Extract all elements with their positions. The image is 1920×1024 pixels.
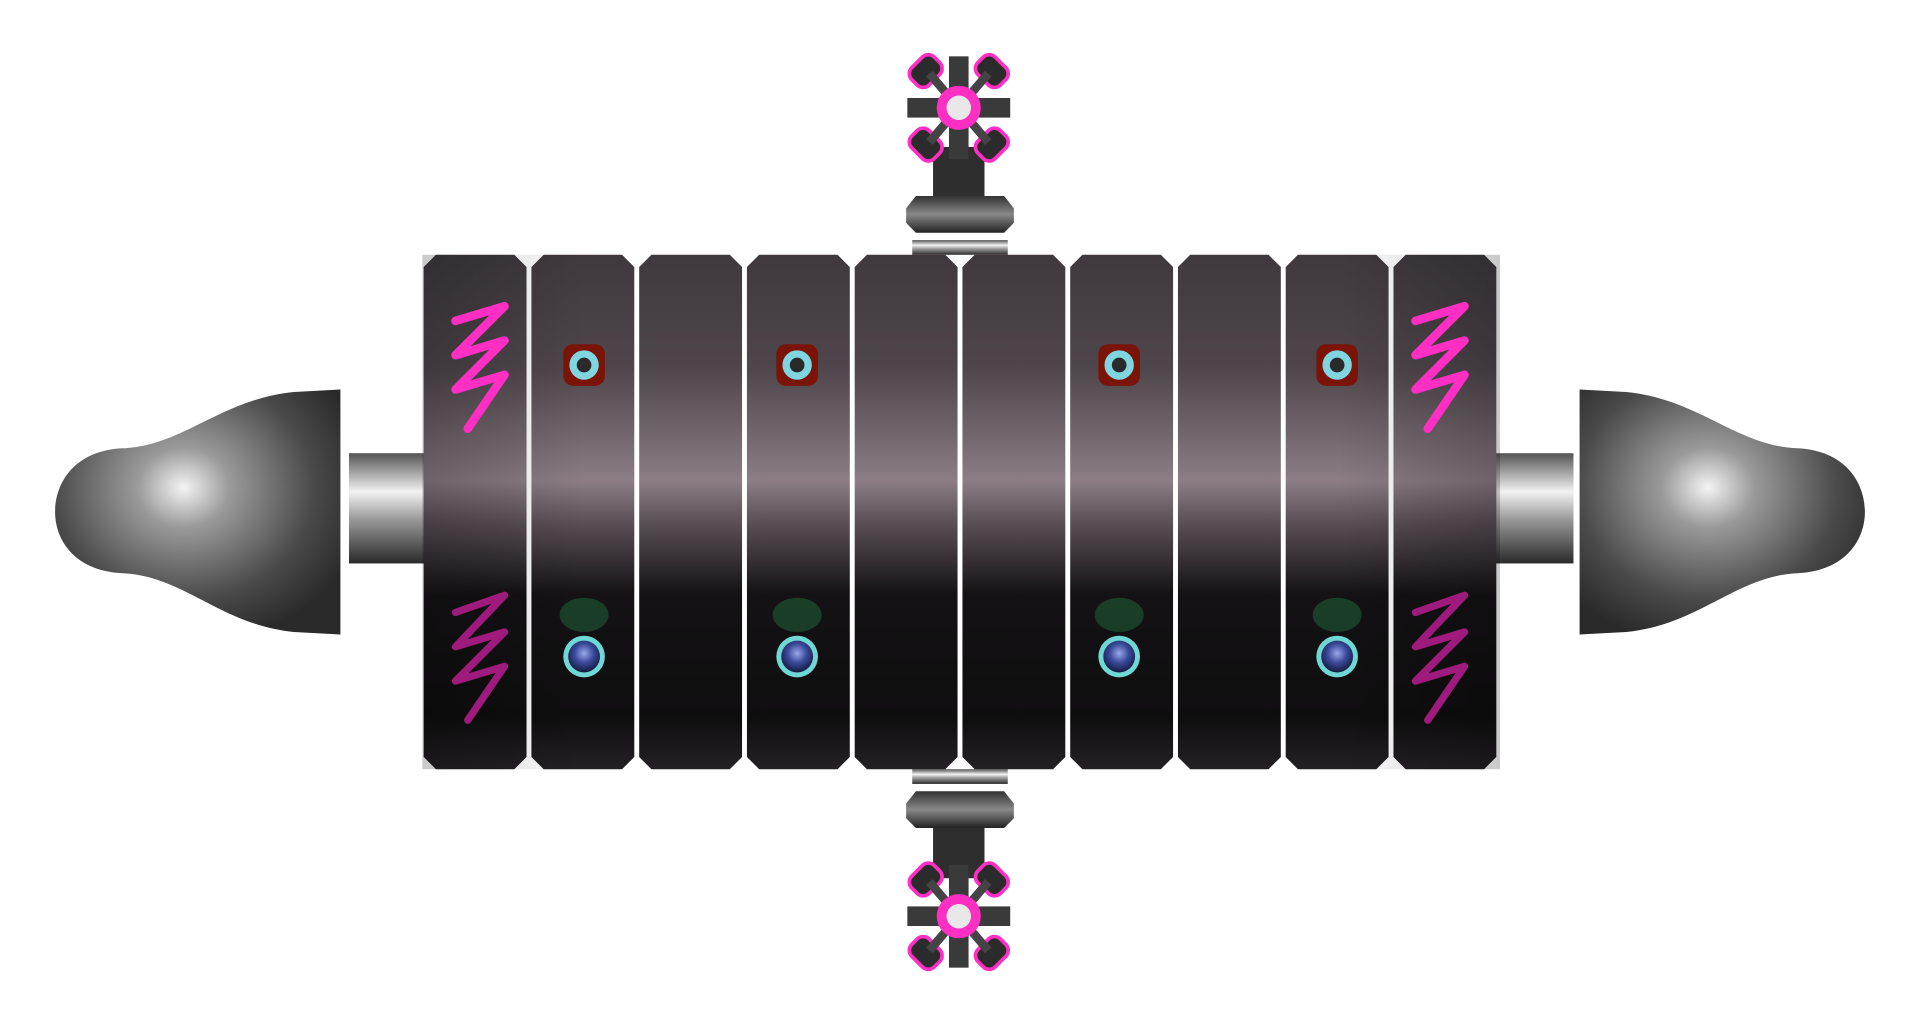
red-ports	[563, 344, 1358, 386]
right-top-mark	[1411, 301, 1469, 433]
right-bottom-mark	[1411, 591, 1469, 724]
left-pod	[55, 389, 341, 635]
right-axle	[1493, 453, 1574, 564]
right-pod	[1579, 389, 1865, 635]
bottom-connector	[906, 769, 1014, 973]
left-top-mark	[451, 301, 509, 433]
left-axle	[348, 453, 429, 564]
body	[422, 254, 1500, 770]
top-connector	[906, 51, 1014, 255]
blue-ports	[559, 597, 1362, 678]
left-bottom-mark	[451, 591, 509, 724]
